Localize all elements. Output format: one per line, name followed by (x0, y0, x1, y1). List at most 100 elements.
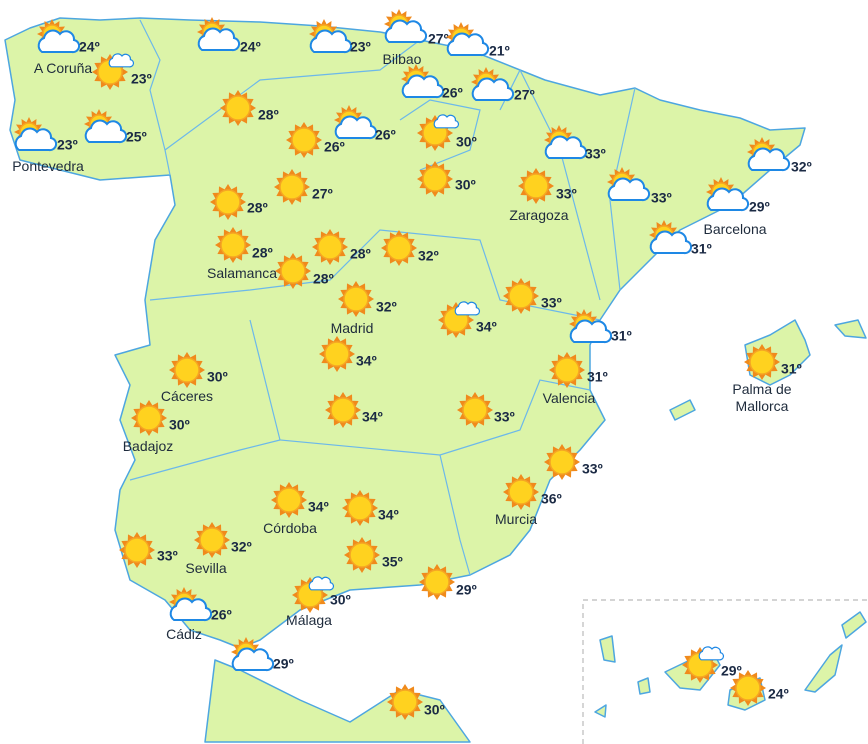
cloud (433, 114, 459, 129)
ibiza (669, 399, 696, 421)
sun-disc (276, 487, 302, 513)
canary-frame (582, 599, 868, 744)
temperature: 27º (428, 31, 449, 47)
city-label: Barcelona (703, 221, 767, 237)
temperature: 26º (324, 139, 345, 155)
temperature: 30º (330, 592, 351, 608)
sun-disc (225, 95, 251, 121)
temperature: 24º (79, 39, 100, 55)
cloud (197, 27, 241, 52)
temperature: 31º (611, 328, 632, 344)
temperature: 33º (157, 548, 178, 564)
city-label: Salamanca (206, 265, 278, 281)
city-label: Zaragoza (509, 207, 569, 223)
temperature: 23º (350, 39, 371, 55)
cloud (471, 77, 515, 102)
city-label: Cáceres (160, 388, 214, 404)
temperature: 23º (57, 137, 78, 153)
sun-disc (462, 397, 488, 423)
temperature: 30º (456, 134, 477, 150)
canary-island (599, 635, 616, 663)
city-label: Sevilla (185, 560, 227, 576)
temperature: 27º (312, 186, 333, 202)
cloud (706, 187, 750, 212)
cloud (231, 647, 275, 672)
temperature: 35º (382, 554, 403, 570)
sun-disc (317, 234, 343, 260)
temperature: 26º (442, 85, 463, 101)
temperature: 31º (781, 361, 802, 377)
region-border (439, 454, 471, 576)
temperature: 33º (494, 409, 515, 425)
temperature: 27º (514, 87, 535, 103)
city-label: Málaga (286, 612, 332, 628)
cloud (649, 230, 693, 255)
temperature: 33º (585, 146, 606, 162)
temperature: 30º (424, 702, 445, 718)
sun-disc (199, 527, 225, 553)
city-label: Palma de Mallorca (732, 381, 792, 414)
sun-disc (549, 449, 575, 475)
temperature: 33º (541, 295, 562, 311)
sun-disc (330, 397, 356, 423)
temperature: 28º (247, 200, 268, 216)
sun-disc (735, 675, 761, 701)
region-border (249, 319, 591, 456)
temperature: 28º (252, 245, 273, 261)
sun-disc (280, 258, 306, 284)
temperature: 34º (378, 507, 399, 523)
canary-island (594, 704, 607, 718)
sun-disc (215, 189, 241, 215)
sun-disc (508, 283, 534, 309)
sun-disc (136, 405, 162, 431)
temperature: 29º (273, 656, 294, 672)
temperature: 34º (476, 319, 497, 335)
temperature: 28º (258, 107, 279, 123)
cloud (309, 29, 353, 54)
temperature: 32º (376, 299, 397, 315)
temperature: 26º (211, 607, 232, 623)
cloud (698, 646, 724, 661)
temperature: 34º (356, 353, 377, 369)
temperature: 29º (749, 199, 770, 215)
cloud (544, 135, 588, 160)
region-border (399, 99, 481, 171)
temperature: 33º (582, 461, 603, 477)
cloud (169, 597, 213, 622)
sun-disc (220, 232, 246, 258)
cloud (454, 301, 480, 316)
canary-island (841, 611, 867, 639)
temperature: 33º (556, 186, 577, 202)
city-label: Bilbao (382, 51, 422, 67)
temperature: 29º (456, 582, 477, 598)
cloud (308, 576, 334, 591)
city-label: Badajoz (122, 438, 174, 454)
region-border (149, 229, 601, 321)
temperature: 28º (350, 246, 371, 262)
sun-disc (424, 569, 450, 595)
cloud (334, 115, 378, 140)
temperature: 29º (721, 663, 742, 679)
temperature: 33º (651, 190, 672, 206)
sun-disc (347, 495, 373, 521)
cloud (569, 319, 613, 344)
temperature: 34º (308, 499, 329, 515)
temperature: 36º (541, 491, 562, 507)
temperature: 24º (240, 39, 261, 55)
region-border (609, 87, 636, 291)
temperature: 23º (131, 71, 152, 87)
city-label: Pontevedra (12, 158, 84, 174)
city-label: A Coruña (33, 60, 93, 76)
region-border (164, 39, 421, 151)
menorca (834, 319, 867, 339)
cloud (607, 177, 651, 202)
city-label: Madrid (330, 320, 374, 336)
cloud (37, 29, 81, 54)
temperature: 21º (489, 43, 510, 59)
cloud (14, 127, 58, 152)
temperature: 34º (362, 409, 383, 425)
temperature: 31º (587, 369, 608, 385)
cloud (384, 19, 428, 44)
temperature: 32º (418, 248, 439, 264)
